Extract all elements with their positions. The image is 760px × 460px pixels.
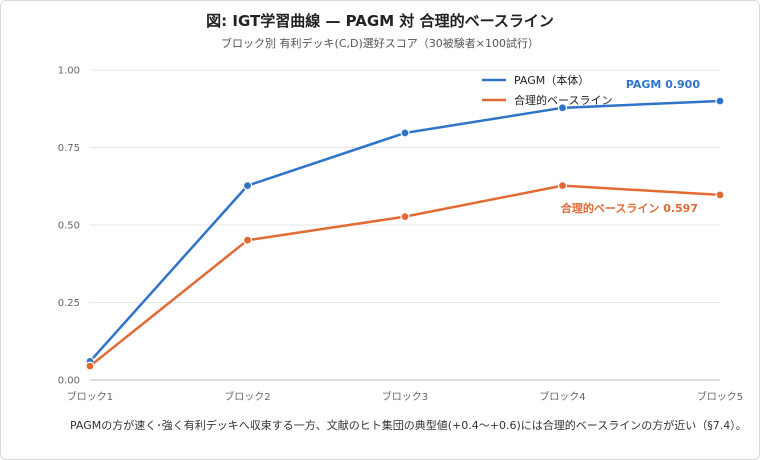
data-point [715,190,725,200]
y-tick-label: 1.00 [58,66,80,77]
end-value-label: PAGM 0.900 [626,78,701,91]
x-tick-label: ブロック3 [382,390,428,403]
legend-label: PAGM（本体） [514,73,589,87]
x-tick-label: ブロック4 [539,390,585,403]
data-point [557,103,568,113]
y-tick-label: 0.75 [58,143,80,154]
legend-label: 合理的ベースライン [514,93,612,107]
data-point [242,181,253,191]
data-point [557,181,568,191]
data-point [85,361,95,371]
end-value-label: 合理的ベースライン 0.597 [561,201,698,215]
data-point [242,235,253,245]
x-tick-label: ブロック2 [224,390,270,403]
chart-caption: PAGMの方が速く･強く有利デッキへ収束する一方、文献のヒト集団の典型値(+0.… [70,419,747,432]
y-tick-label: 0.25 [58,298,80,309]
x-tick-label: ブロック5 [697,390,743,403]
data-point [400,212,410,222]
data-point [715,96,725,106]
chart-subtitle: ブロック別 有利デッキ(C,D)選好スコア（30被験者×100試行） [221,37,539,50]
y-tick-label: 0.00 [58,376,80,387]
series-line-0 [89,99,721,363]
y-tick-label: 0.50 [58,221,80,232]
data-point [400,128,410,138]
x-tick-label: ブロック1 [67,390,113,403]
chart-title: 図: IGT学習曲線 — PAGM 対 合理的ベースライン [206,12,554,30]
